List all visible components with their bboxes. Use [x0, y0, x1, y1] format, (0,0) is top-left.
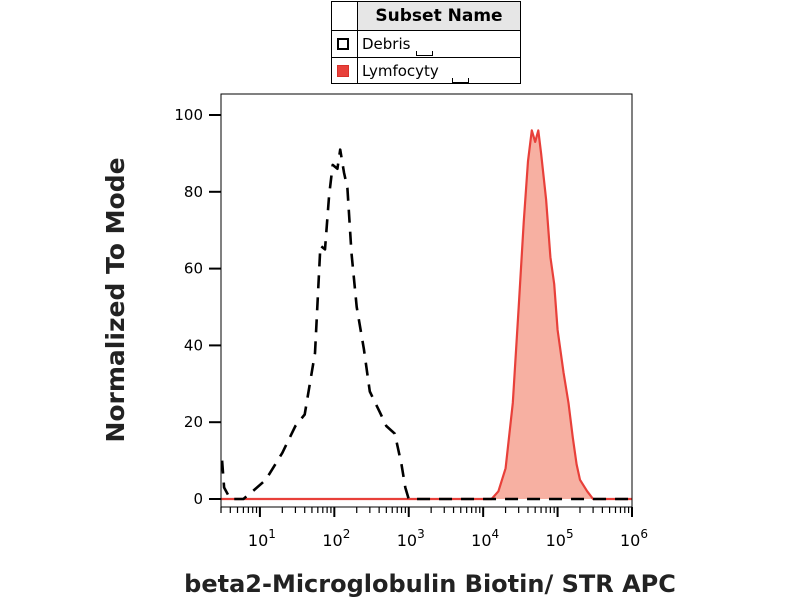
axis-layer: 0 20 40 60 80 100 101 102 103 104 105 106: [174, 106, 648, 550]
x-tick-label-10: 101: [248, 527, 276, 550]
x-tick-label-10000: 104: [471, 527, 499, 550]
plot-frame: [220, 93, 633, 508]
series-line-lymfocyty: [221, 129, 632, 501]
legend-label-debris: Debris: [362, 35, 411, 53]
legend-title: Subset Name: [358, 2, 520, 30]
x-tick-label-1000000: 106: [620, 527, 648, 550]
y-axis-title: Normalized To Mode: [101, 157, 130, 442]
y-tick-label-100: 100: [174, 106, 203, 124]
y-tick-label-40: 40: [184, 336, 203, 354]
x-tick-label-100000: 105: [546, 527, 574, 550]
legend-swatch-debris: [337, 38, 349, 50]
x-tick-label-1000: 103: [397, 527, 425, 550]
legend-label-lymfocyty: Lymfocyty: [362, 62, 439, 80]
y-tick-label-60: 60: [184, 260, 203, 278]
legend-item-debris: Debris: [332, 30, 520, 57]
y-tick-label-0: 0: [193, 490, 203, 508]
legend-label-marker-debris: [416, 51, 433, 56]
y-tick-label-20: 20: [184, 413, 203, 431]
x-axis-title: beta2-Microglobulin Biotin/ STR APC: [184, 570, 676, 598]
x-tick-label-100: 102: [322, 527, 350, 550]
legend: Subset Name Debris Lymfocyty: [331, 1, 521, 84]
legend-divider: [357, 2, 358, 83]
legend-label-marker-lymfocyty: [452, 78, 469, 83]
y-tick-label-80: 80: [184, 183, 203, 201]
series-area-lymfocyty: [221, 130, 632, 499]
legend-swatch-lymfocyty: [337, 65, 349, 77]
series-line-debris: [220, 148, 632, 501]
series-layer: [220, 129, 632, 501]
legend-item-lymfocyty: Lymfocyty: [332, 57, 520, 84]
